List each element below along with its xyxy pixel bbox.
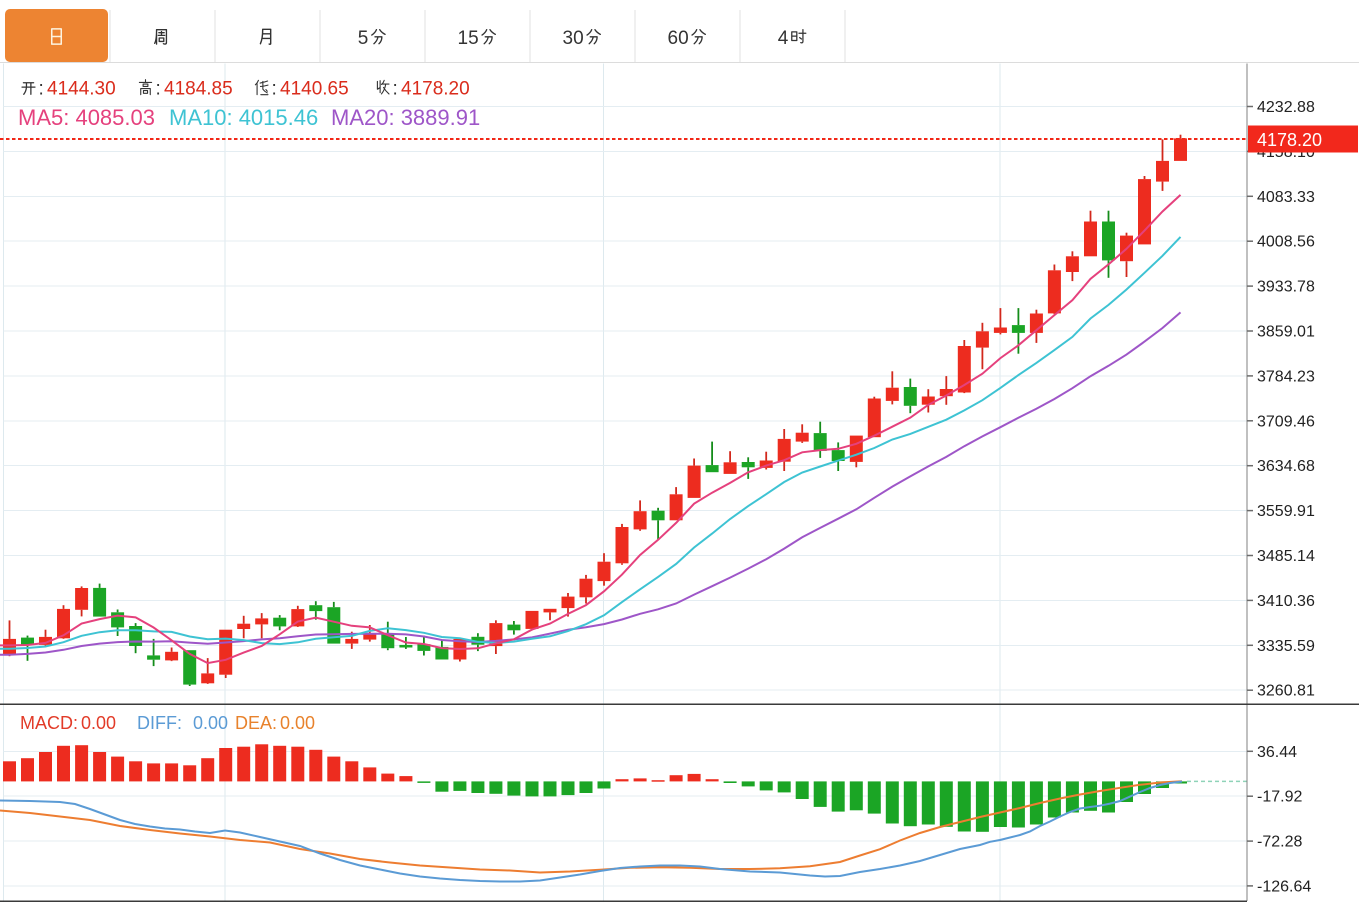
svg-text:30: 30 xyxy=(563,28,584,49)
svg-text:4: 4 xyxy=(778,28,789,49)
svg-text:4140.65: 4140.65 xyxy=(280,79,349,100)
svg-text:36.44: 36.44 xyxy=(1257,744,1297,761)
svg-text:-72.28: -72.28 xyxy=(1257,834,1302,851)
svg-text::: : xyxy=(156,79,161,100)
svg-text:0.00: 0.00 xyxy=(280,713,315,733)
svg-text:3410.36: 3410.36 xyxy=(1257,593,1315,610)
svg-text::: : xyxy=(39,79,44,100)
svg-text:4178.20: 4178.20 xyxy=(1257,130,1322,150)
svg-text:DEA:: DEA: xyxy=(235,713,277,733)
svg-text:MA5: 4085.03: MA5: 4085.03 xyxy=(18,105,155,130)
svg-text:4008.56: 4008.56 xyxy=(1257,234,1315,251)
svg-text:-17.92: -17.92 xyxy=(1257,789,1302,806)
svg-text:4184.85: 4184.85 xyxy=(164,79,233,100)
svg-text:4178.20: 4178.20 xyxy=(401,79,470,100)
svg-text:0.00: 0.00 xyxy=(193,713,228,733)
svg-text:4232.88: 4232.88 xyxy=(1257,99,1315,116)
svg-text:5: 5 xyxy=(358,28,369,49)
svg-text:3634.68: 3634.68 xyxy=(1257,458,1315,475)
svg-text:4083.33: 4083.33 xyxy=(1257,189,1315,206)
svg-text:4144.30: 4144.30 xyxy=(47,79,116,100)
svg-text::: : xyxy=(272,79,277,100)
svg-text:MACD:: MACD: xyxy=(20,713,78,733)
svg-text::: : xyxy=(393,79,398,100)
svg-text:60: 60 xyxy=(668,28,689,49)
svg-text:0.00: 0.00 xyxy=(81,713,116,733)
svg-text:3260.81: 3260.81 xyxy=(1257,683,1315,700)
svg-text:3709.46: 3709.46 xyxy=(1257,413,1315,430)
svg-text:3485.14: 3485.14 xyxy=(1257,548,1315,565)
svg-text:MA20: 3889.91: MA20: 3889.91 xyxy=(331,105,480,130)
svg-text:15: 15 xyxy=(458,28,479,49)
svg-text:3559.91: 3559.91 xyxy=(1257,503,1315,520)
svg-text:-126.64: -126.64 xyxy=(1257,878,1311,895)
svg-text:MA10: 4015.46: MA10: 4015.46 xyxy=(169,105,318,130)
svg-text:3933.78: 3933.78 xyxy=(1257,279,1315,296)
svg-text:3784.23: 3784.23 xyxy=(1257,368,1315,385)
svg-text:3859.01: 3859.01 xyxy=(1257,324,1315,341)
svg-text:3335.59: 3335.59 xyxy=(1257,638,1315,655)
svg-text:DIFF:: DIFF: xyxy=(137,713,182,733)
